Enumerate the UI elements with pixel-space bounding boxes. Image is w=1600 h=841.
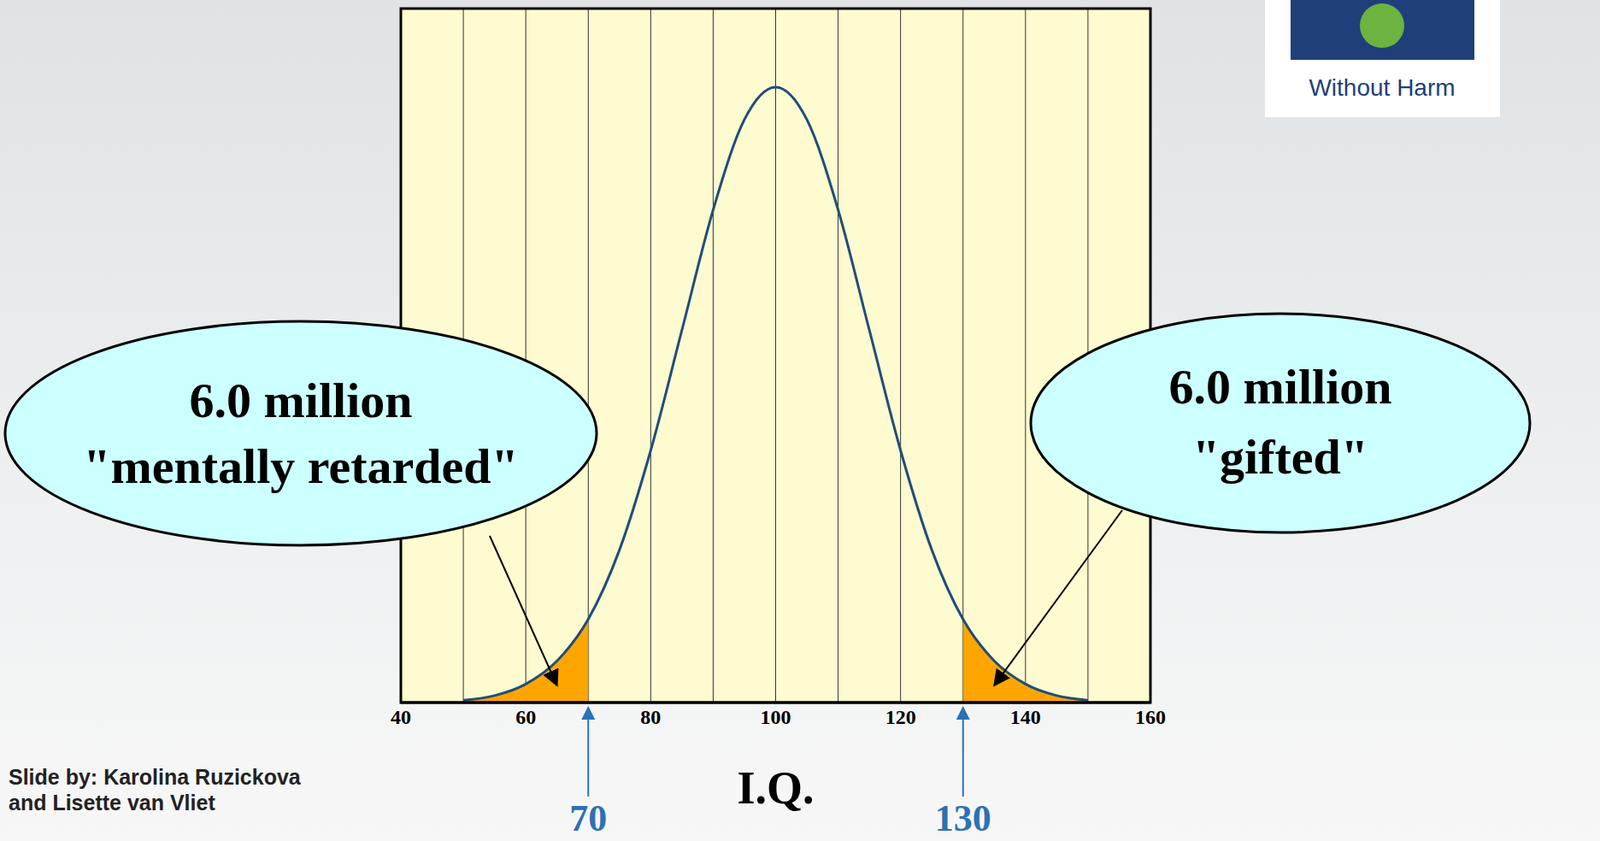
svg-text:70: 70 — [569, 797, 607, 840]
svg-text:100: 100 — [760, 705, 792, 729]
svg-text:"gifted": "gifted" — [1192, 429, 1369, 485]
svg-text:40: 40 — [390, 705, 412, 729]
svg-text:120: 120 — [885, 705, 917, 729]
svg-text:6.0 million: 6.0 million — [1168, 358, 1392, 415]
svg-text:I.Q.: I.Q. — [736, 762, 814, 814]
svg-text:160: 160 — [1135, 705, 1166, 729]
svg-text:6.0 million: 6.0 million — [188, 372, 412, 429]
svg-text:Slide by: Karolina Ruzickova: Slide by: Karolina Ruzickova — [8, 764, 302, 789]
svg-text:60: 60 — [515, 705, 536, 729]
svg-text:130: 130 — [935, 797, 992, 840]
svg-text:140: 140 — [1010, 705, 1042, 729]
svg-text:"mentally retarded": "mentally retarded" — [82, 438, 519, 495]
svg-text:Without Harm: Without Harm — [1308, 74, 1455, 101]
svg-text:80: 80 — [640, 705, 661, 729]
svg-text:and Lisette van Vliet: and Lisette van Vliet — [8, 790, 216, 815]
